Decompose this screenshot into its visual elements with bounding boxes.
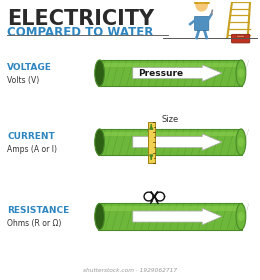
Bar [98,204,242,230]
Bar [98,60,242,86]
Bar [98,63,242,67]
Wedge shape [195,0,208,3]
FancyArrow shape [133,208,222,225]
Bar [98,206,242,211]
Ellipse shape [95,204,105,230]
Text: Size: Size [161,115,178,124]
Text: Ohms (R or Ω): Ohms (R or Ω) [7,220,62,228]
Ellipse shape [236,204,246,230]
FancyBboxPatch shape [232,34,250,43]
Bar [194,2,209,3]
Ellipse shape [238,137,244,147]
FancyBboxPatch shape [148,122,155,163]
Ellipse shape [236,60,246,86]
Text: VOLTAGE: VOLTAGE [7,63,52,72]
FancyBboxPatch shape [237,35,244,38]
Ellipse shape [95,129,105,155]
Text: COMPARED TO WATER: COMPARED TO WATER [7,26,154,39]
Text: ELECTRICITY: ELECTRICITY [7,9,154,29]
Text: Pressure: Pressure [138,69,183,78]
Text: Volts (V): Volts (V) [7,76,40,85]
Text: Amps (A or I): Amps (A or I) [7,145,57,154]
Ellipse shape [95,60,105,86]
Bar [98,129,242,155]
Bar [98,132,242,136]
FancyBboxPatch shape [194,17,209,31]
Ellipse shape [238,212,244,221]
Text: CURRENT: CURRENT [7,132,55,141]
Ellipse shape [236,129,246,155]
FancyArrow shape [133,134,222,150]
Text: shutterstock.com · 1929062717: shutterstock.com · 1929062717 [83,268,177,273]
Ellipse shape [238,69,244,78]
Text: RESISTANCE: RESISTANCE [7,206,69,215]
FancyArrow shape [133,65,222,81]
Circle shape [196,0,207,11]
